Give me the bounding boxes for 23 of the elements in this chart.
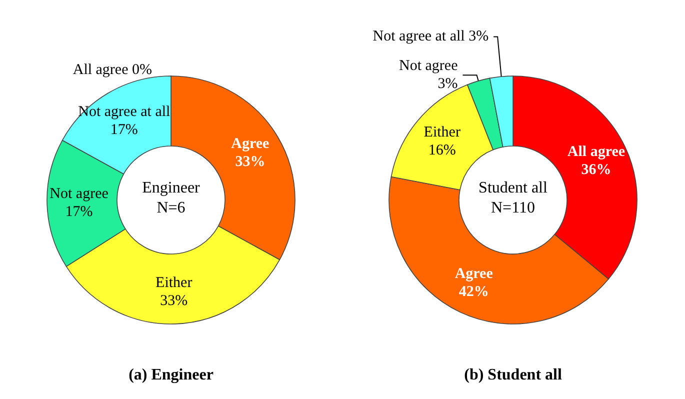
text: (b) Student all: [464, 366, 562, 384]
text: (a) Engineer: [128, 366, 214, 384]
text: N=6: [156, 200, 186, 216]
slice-label: Not agree: [50, 186, 109, 202]
slice-label: Agree: [231, 136, 270, 152]
slice-label: Not agree: [399, 58, 458, 74]
text: Student all: [478, 180, 548, 196]
text: Engineer: [142, 180, 201, 196]
data-label: 17%: [110, 122, 138, 138]
slice-label: Either: [424, 124, 460, 140]
data-label: 36%: [581, 162, 612, 178]
data-label: 33%: [235, 154, 266, 170]
data-label: 16%: [428, 142, 456, 158]
data-label: 42%: [458, 284, 489, 300]
slice-label: All agree: [567, 144, 626, 160]
slice-label: Not agree at all 3%: [372, 28, 489, 45]
slice-label: Either: [156, 274, 192, 291]
text: N=110: [491, 200, 535, 216]
data-label: 3%: [438, 76, 458, 92]
slice-label: Agree: [454, 266, 494, 282]
data-label: 17%: [65, 204, 93, 220]
data-label: 33%: [160, 292, 188, 309]
category-label: All agree 0%: [72, 62, 152, 78]
